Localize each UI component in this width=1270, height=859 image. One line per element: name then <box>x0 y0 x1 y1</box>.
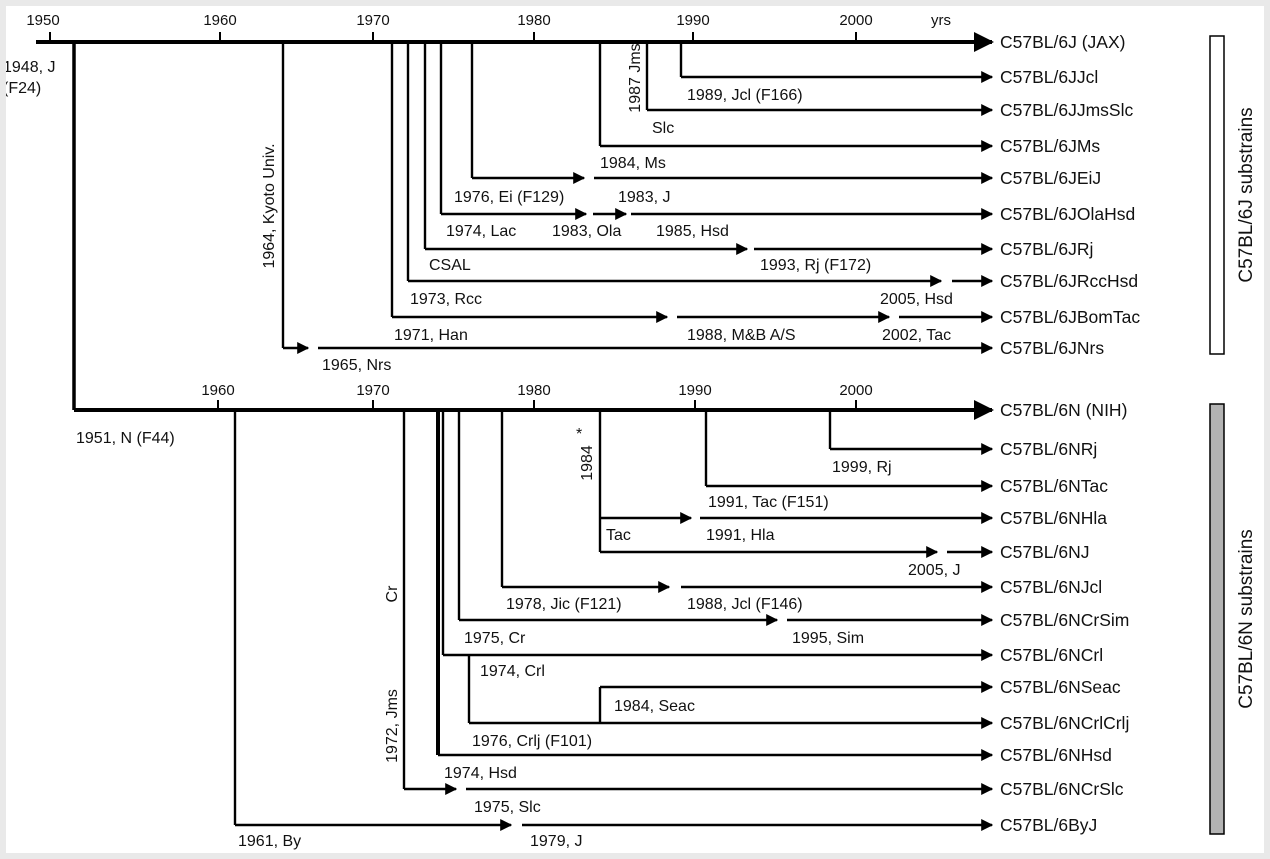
substrain-label: C57BL/6NCrl <box>1000 645 1103 665</box>
group-bracket-6J <box>1209 35 1225 355</box>
substrain-label: C57BL/6NHsd <box>1000 745 1112 765</box>
event-label: 1995, Sim <box>792 630 864 647</box>
event-label-vertical: 1984 <box>579 445 596 481</box>
event-label: 1985, Hsd <box>656 223 729 240</box>
event-label-vertical: 1987 Jms <box>627 43 644 112</box>
substrain-label: C57BL/6JMs <box>1000 136 1100 156</box>
event-label: 1983, J <box>618 189 670 206</box>
substrain-label: C57BL/6NCrlCrlj <box>1000 713 1129 733</box>
substrain-label: C57BL/6NJ <box>1000 542 1090 562</box>
top-axis-tick: 1990 <box>676 12 709 29</box>
event-label: Tac <box>606 527 631 544</box>
event-label: 1988, M&B A/S <box>687 327 796 344</box>
event-label: 2005, Hsd <box>880 291 953 308</box>
event-label-vertical: 1972, Jms <box>384 689 401 763</box>
event-label: 1991, Tac (F151) <box>708 494 829 511</box>
event-label: 1971, Han <box>394 327 468 344</box>
event-label: (F24) <box>6 80 41 97</box>
c57bl6-substrain-genealogy-diagram: 1950 1960 1970 1980 1990 2000 yrs 1960 1… <box>6 12 1257 850</box>
event-label: 1976, Crlj (F101) <box>472 733 592 750</box>
substrain-label: C57BL/6JJmsSlc <box>1000 100 1133 120</box>
bottom-axis-tick: 1970 <box>356 382 389 399</box>
event-label: 1993, Rj (F172) <box>760 257 871 274</box>
axis-unit-label: yrs <box>931 12 951 29</box>
substrain-label: C57BL/6JRccHsd <box>1000 271 1138 291</box>
substrain-label: C57BL/6NRj <box>1000 439 1097 459</box>
event-label: 1948, J <box>6 59 55 76</box>
top-axis-tick: 1960 <box>203 12 236 29</box>
event-label: 1974, Lac <box>446 223 516 240</box>
top-axis-tick: 1980 <box>517 12 550 29</box>
substrain-label: C57BL/6JNrs <box>1000 338 1104 358</box>
substrain-label: C57BL/6NCrSlc <box>1000 779 1124 799</box>
event-label: 1951, N (F44) <box>76 430 175 447</box>
event-label: 1991, Hla <box>706 527 775 544</box>
group-label-6J: C57BL/6J substrains <box>1236 107 1257 282</box>
substrain-label: C57BL/6JEiJ <box>1000 168 1101 188</box>
group-bracket-6N <box>1209 403 1225 835</box>
substrain-label: C57BL/6JOlaHsd <box>1000 204 1135 224</box>
substrain-label: C57BL/6NSeac <box>1000 677 1121 697</box>
bottom-axis-tick: 1980 <box>517 382 550 399</box>
event-label: 1978, Jic (F121) <box>506 596 622 613</box>
event-label: 1979, J <box>530 833 582 850</box>
top-axis-tick: 2000 <box>839 12 872 29</box>
event-label-asterisk: * <box>576 426 582 443</box>
substrain-label: C57BL/6NTac <box>1000 476 1108 496</box>
top-axis-tick: 1970 <box>356 12 389 29</box>
bottom-axis-tick: 1960 <box>201 382 234 399</box>
event-label: 1975, Slc <box>474 799 541 816</box>
event-label: 1988, Jcl (F146) <box>687 596 803 613</box>
event-label: 1965, Nrs <box>322 357 391 374</box>
event-label: Slc <box>652 120 674 137</box>
substrain-label: C57BL/6J (JAX) <box>1000 32 1125 52</box>
event-label: 1983, Ola <box>552 223 621 240</box>
top-axis-tick: 1950 <box>26 12 59 29</box>
event-label: 1961, By <box>238 833 301 850</box>
event-label: 1984, Seac <box>614 698 695 715</box>
event-label: 1973, Rcc <box>410 291 482 308</box>
event-label: 1989, Jcl (F166) <box>687 87 803 104</box>
substrain-label: C57BL/6NJcl <box>1000 577 1102 597</box>
event-label-vertical: Cr <box>384 585 401 603</box>
event-label: 2002, Tac <box>882 327 951 344</box>
event-label: 1974, Hsd <box>444 765 517 782</box>
substrain-label: C57BL/6ByJ <box>1000 815 1097 835</box>
group-label-6N: C57BL/6N substrains <box>1236 529 1257 709</box>
event-label: 1984, Ms <box>600 155 666 172</box>
substrain-label: C57BL/6JJcl <box>1000 67 1098 87</box>
event-label: 1999, Rj <box>832 459 892 476</box>
event-label-vertical: 1964, Kyoto Univ. <box>261 143 278 268</box>
substrain-label: C57BL/6JRj <box>1000 239 1093 259</box>
substrain-label: C57BL/6JBomTac <box>1000 307 1140 327</box>
substrain-label: C57BL/6N (NIH) <box>1000 400 1127 420</box>
substrain-label: C57BL/6NHla <box>1000 508 1107 528</box>
diagram-canvas: 1950 1960 1970 1980 1990 2000 yrs 1960 1… <box>6 6 1264 853</box>
bottom-axis-tick: 2000 <box>839 382 872 399</box>
event-label: 1974, Crl <box>480 663 545 680</box>
event-label: CSAL <box>429 257 471 274</box>
event-label: 1975, Cr <box>464 630 526 647</box>
bottom-axis-tick: 1990 <box>678 382 711 399</box>
event-label: 1976, Ei (F129) <box>454 189 564 206</box>
substrain-label: C57BL/6NCrSim <box>1000 610 1129 630</box>
event-label: 2005, J <box>908 562 960 579</box>
